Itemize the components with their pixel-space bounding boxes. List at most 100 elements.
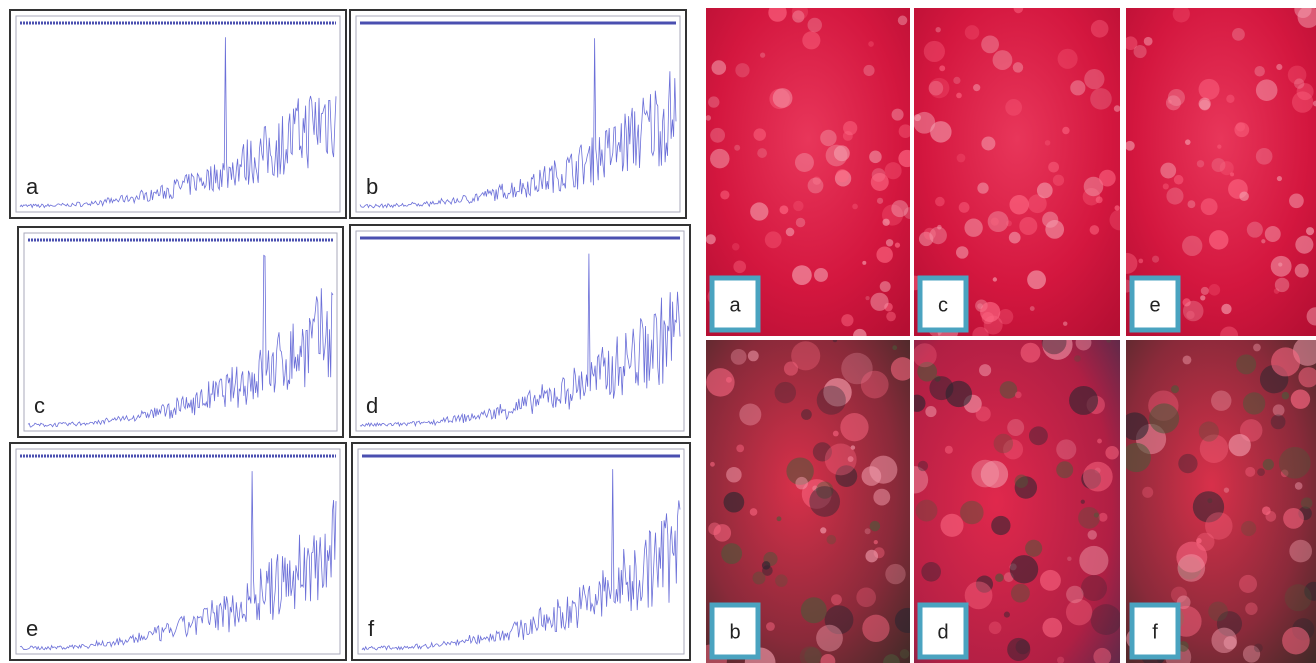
texture-blob (1122, 443, 1151, 472)
texture-blob (1027, 270, 1046, 289)
texture-blob (724, 492, 745, 513)
texture-blob (1200, 295, 1205, 300)
panel-label: e (26, 616, 38, 641)
texture-blob (1014, 4, 1024, 14)
texture-blob (871, 173, 889, 191)
texture-blob (1015, 391, 1022, 398)
texture-blob (1183, 355, 1192, 364)
texture-blob (1063, 321, 1067, 325)
texture-blob (1149, 403, 1179, 433)
texture-blob (939, 65, 945, 71)
texture-blob (1243, 392, 1265, 414)
texture-blob (940, 514, 963, 537)
panel-frame (18, 227, 343, 437)
texture-blob (820, 130, 836, 146)
texture-blob (1245, 603, 1257, 615)
texture-blob (1171, 385, 1179, 393)
texture-blob (865, 550, 878, 563)
texture-blob (1294, 78, 1304, 88)
texture-blob (710, 149, 729, 168)
texture-blob (1217, 144, 1221, 148)
texture-blob (1229, 434, 1251, 456)
texture-blob (981, 35, 999, 53)
texture-blob (765, 231, 782, 248)
texture-blob (1261, 239, 1265, 243)
panel-frame (350, 10, 686, 218)
texture-blob (1199, 421, 1219, 441)
spectrum-panel: c (18, 227, 343, 437)
texture-blob (843, 121, 857, 135)
texture-blob (1000, 381, 1018, 399)
texture-blob (868, 41, 874, 47)
texture-blob (876, 246, 892, 262)
panel-label: b (366, 174, 378, 199)
texture-blob (956, 93, 962, 99)
texture-blob (993, 277, 997, 281)
texture-blob (1006, 220, 1012, 226)
texture-blob (827, 535, 836, 544)
micrograph: f (1121, 337, 1316, 663)
texture-blob (833, 338, 838, 343)
texture-blob (852, 204, 858, 210)
texture-blob (748, 350, 759, 361)
texture-blob (706, 368, 734, 396)
texture-blob (869, 151, 882, 164)
texture-blob (979, 364, 991, 376)
texture-blob (1265, 226, 1281, 242)
texture-blob (981, 461, 1008, 488)
texture-blob (1084, 69, 1104, 89)
texture-blob (973, 84, 980, 91)
texture-blob (976, 406, 991, 421)
texture-blob (1121, 412, 1149, 440)
texture-blob (1053, 175, 1064, 186)
texture-blob (1081, 500, 1085, 504)
texture-blob (753, 128, 766, 141)
texture-blob (1048, 162, 1059, 173)
texture-blob (1106, 338, 1111, 343)
texture-blob (918, 461, 928, 471)
texture-blob (882, 219, 889, 226)
spectrum-panel: a (10, 10, 346, 218)
panel-label: a (26, 174, 39, 199)
texture-blob (965, 581, 993, 609)
texture-blob (1277, 176, 1282, 181)
texture-blob (989, 621, 1002, 634)
texture-blob (870, 293, 888, 311)
texture-blob (1256, 148, 1273, 165)
spectra-panels: abcdef (10, 10, 690, 660)
texture-blob (1070, 80, 1085, 95)
micrograph-label: e (1149, 294, 1160, 316)
texture-blob (1253, 344, 1261, 352)
texture-blob (877, 198, 883, 204)
texture-blob (1262, 506, 1271, 515)
texture-blob (1173, 5, 1190, 22)
micrograph: e (1117, 1, 1316, 345)
texture-blob (1254, 643, 1263, 652)
texture-blob (1011, 584, 1030, 603)
texture-blob (779, 205, 788, 214)
texture-blob (1182, 236, 1202, 256)
texture-blob (1271, 414, 1286, 429)
texture-blob (1090, 88, 1112, 110)
texture-blob (792, 3, 808, 19)
texture-blob (892, 345, 897, 350)
texture-blob (775, 574, 788, 587)
texture-blob (1056, 461, 1073, 478)
texture-blob (892, 109, 904, 121)
texture-blob (706, 234, 716, 244)
texture-blob (1074, 355, 1081, 362)
texture-blob (808, 18, 822, 32)
texture-blob (1166, 188, 1183, 205)
texture-blob (817, 386, 846, 415)
texture-blob (1042, 212, 1058, 228)
micrograph-label: c (938, 294, 948, 316)
texture-blob (993, 50, 1013, 70)
texture-blob (916, 500, 938, 522)
texture-blob (1019, 217, 1037, 235)
texture-blob (1081, 575, 1107, 601)
texture-blob (1279, 447, 1311, 479)
texture-blob (1199, 79, 1220, 100)
texture-blob (795, 477, 808, 490)
texture-blob (1295, 264, 1309, 278)
texture-blob (921, 562, 941, 582)
